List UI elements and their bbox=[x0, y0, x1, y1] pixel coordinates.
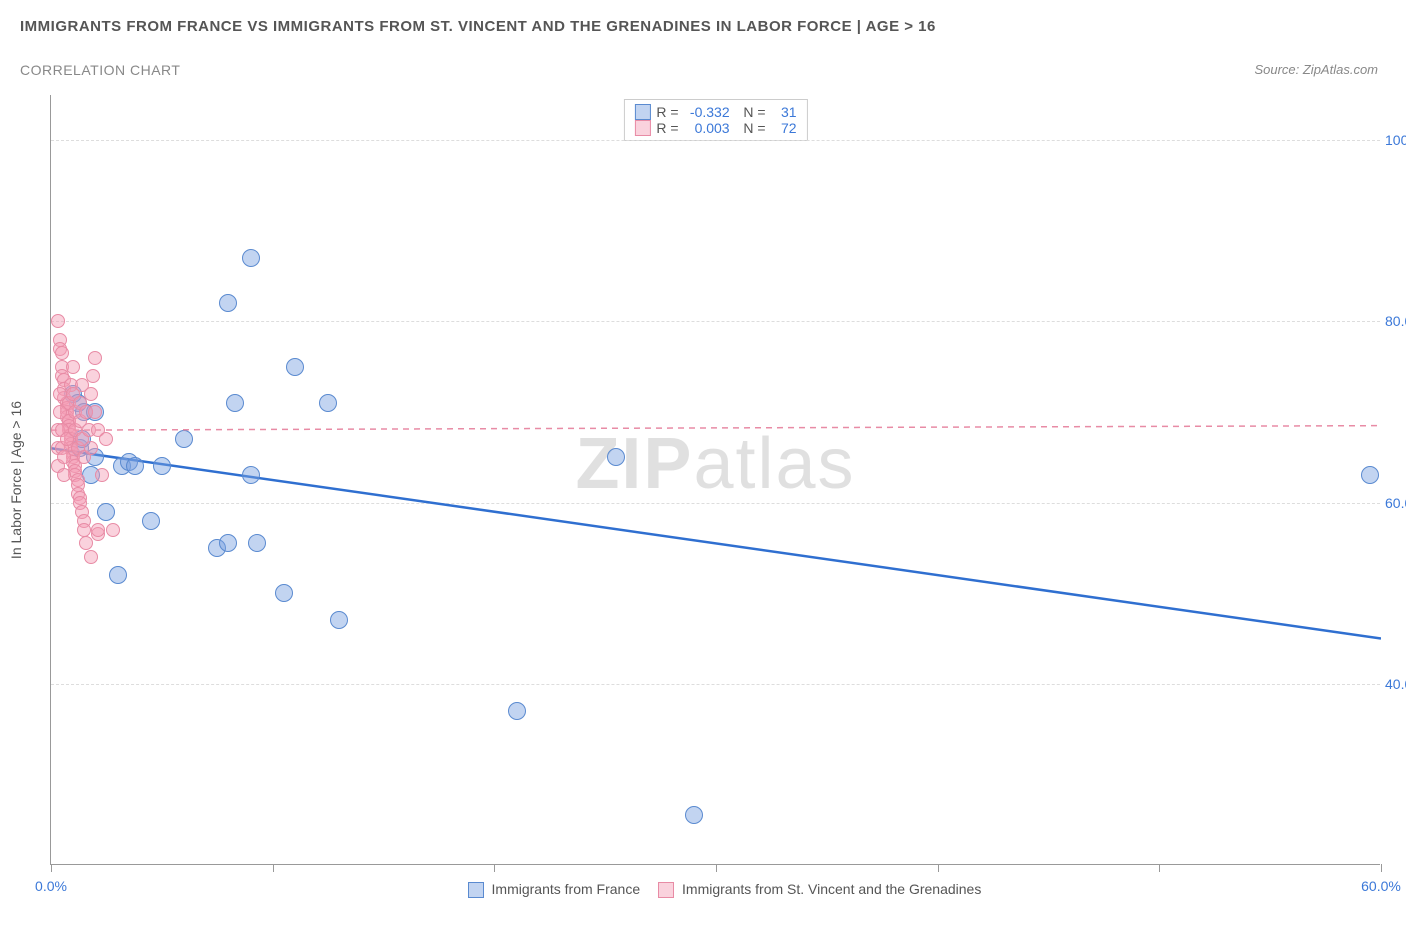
data-point-svg bbox=[88, 351, 102, 365]
data-point-france bbox=[330, 611, 348, 629]
data-point-svg bbox=[55, 346, 69, 360]
data-point-svg bbox=[57, 450, 71, 464]
gridline bbox=[51, 503, 1380, 504]
data-point-svg bbox=[57, 468, 71, 482]
stats-legend-box: R = -0.332 N = 31R = 0.003 N = 72 bbox=[623, 99, 807, 141]
data-point-france bbox=[685, 806, 703, 824]
x-tick bbox=[494, 864, 495, 872]
chart-plot-area: In Labor Force | Age > 16 ZIPatlas R = -… bbox=[50, 95, 1380, 865]
x-tick bbox=[716, 864, 717, 872]
data-point-france bbox=[319, 394, 337, 412]
data-point-svg bbox=[106, 523, 120, 537]
x-tick-label: 0.0% bbox=[35, 878, 67, 894]
legend-swatch bbox=[658, 882, 674, 898]
y-tick-label: 100.0% bbox=[1385, 132, 1406, 148]
gridline bbox=[51, 140, 1380, 141]
y-tick-label: 80.0% bbox=[1385, 313, 1406, 329]
legend-swatch bbox=[468, 882, 484, 898]
data-point-svg bbox=[84, 441, 98, 455]
data-point-france bbox=[607, 448, 625, 466]
x-tick bbox=[1159, 864, 1160, 872]
data-point-france bbox=[248, 534, 266, 552]
legend-label: Immigrants from France bbox=[488, 881, 640, 897]
watermark-light: atlas bbox=[693, 424, 855, 504]
stats-row-france: R = -0.332 N = 31 bbox=[634, 104, 796, 120]
data-point-france bbox=[109, 566, 127, 584]
n-label: N = bbox=[736, 120, 766, 136]
data-point-france bbox=[126, 457, 144, 475]
data-point-france bbox=[286, 358, 304, 376]
data-point-france bbox=[142, 512, 160, 530]
chart-subtitle: CORRELATION CHART bbox=[20, 62, 180, 78]
r-label: R = bbox=[656, 120, 678, 136]
y-axis-title: In Labor Force | Age > 16 bbox=[8, 400, 24, 558]
data-point-svg bbox=[86, 369, 100, 383]
series-legend: Immigrants from France Immigrants from S… bbox=[51, 881, 1380, 898]
data-point-france bbox=[153, 457, 171, 475]
n-label: N = bbox=[736, 104, 766, 120]
data-point-svg bbox=[84, 387, 98, 401]
data-point-svg bbox=[91, 523, 105, 537]
data-point-france bbox=[219, 294, 237, 312]
data-point-svg bbox=[84, 550, 98, 564]
x-tick-label: 60.0% bbox=[1361, 878, 1401, 894]
data-point-france bbox=[508, 702, 526, 720]
data-point-france bbox=[1361, 466, 1379, 484]
r-value: 0.003 bbox=[685, 120, 730, 136]
data-point-svg bbox=[95, 468, 109, 482]
n-value: 72 bbox=[772, 120, 797, 136]
data-point-svg bbox=[88, 405, 102, 419]
data-point-france bbox=[97, 503, 115, 521]
stats-row-svg: R = 0.003 N = 72 bbox=[634, 120, 796, 136]
r-value: -0.332 bbox=[685, 104, 730, 120]
y-tick-label: 60.0% bbox=[1385, 495, 1406, 511]
gridline bbox=[51, 321, 1380, 322]
data-point-svg bbox=[66, 360, 80, 374]
swatch-svg bbox=[634, 120, 650, 136]
watermark-bold: ZIP bbox=[575, 424, 693, 504]
data-point-france bbox=[242, 249, 260, 267]
legend-label: Immigrants from St. Vincent and the Gren… bbox=[678, 881, 981, 897]
x-tick bbox=[51, 864, 52, 872]
y-tick-label: 40.0% bbox=[1385, 676, 1406, 692]
x-tick bbox=[938, 864, 939, 872]
swatch-france bbox=[634, 104, 650, 120]
data-point-svg bbox=[51, 314, 65, 328]
data-point-svg bbox=[99, 432, 113, 446]
data-point-france bbox=[242, 466, 260, 484]
data-point-france bbox=[275, 584, 293, 602]
data-point-france bbox=[175, 430, 193, 448]
x-tick bbox=[273, 864, 274, 872]
gridline bbox=[51, 684, 1380, 685]
source-credit: Source: ZipAtlas.com bbox=[1254, 62, 1378, 77]
r-label: R = bbox=[656, 104, 678, 120]
data-point-svg bbox=[77, 523, 91, 537]
data-point-france bbox=[226, 394, 244, 412]
data-point-france bbox=[219, 534, 237, 552]
x-tick bbox=[1381, 864, 1382, 872]
chart-title: IMMIGRANTS FROM FRANCE VS IMMIGRANTS FRO… bbox=[20, 18, 936, 35]
n-value: 31 bbox=[772, 104, 797, 120]
